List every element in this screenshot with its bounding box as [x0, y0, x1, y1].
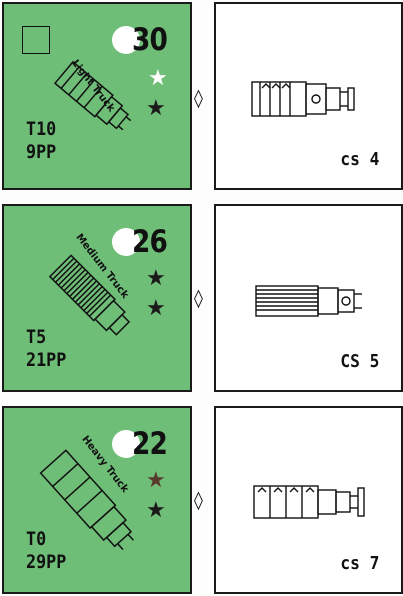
- medium-truck-counter-back[interactable]: CS 5: [214, 204, 403, 392]
- counter-code: T5: [26, 326, 47, 348]
- counter-code-block: T5 21PP: [26, 326, 66, 372]
- black-star-icon: ★: [146, 266, 166, 291]
- counter-code-block: T0 29PP: [26, 528, 66, 574]
- empty-square-box: [22, 26, 50, 54]
- counter-points: 29PP: [26, 551, 67, 573]
- back-cs-label: cs 7: [339, 553, 379, 574]
- counter-value: 22: [132, 426, 168, 462]
- light-truck-topdown-icon: [251, 81, 355, 117]
- brown-star-icon: ★: [146, 468, 166, 493]
- counter-points: 9PP: [26, 141, 57, 163]
- diamond-separator: ◊: [194, 288, 203, 309]
- heavy-truck-icon: [39, 449, 134, 551]
- counter-code-block: T10 9PP: [26, 118, 56, 164]
- counter-value: 30: [132, 22, 168, 58]
- moon-disc: [112, 26, 140, 54]
- heavy-truck-counter-front[interactable]: 22 Heavy Truck ★ ★ T0 29PP: [2, 406, 192, 594]
- diamond-separator: ◊: [194, 490, 203, 511]
- moon-disc: [112, 430, 140, 458]
- light-truck-counter-back[interactable]: cs 4: [214, 2, 403, 190]
- heavy-truck-counter-back[interactable]: cs 7: [214, 406, 403, 594]
- back-cs-label: CS 5: [339, 351, 379, 372]
- moon-disc: [112, 228, 140, 256]
- medium-truck-topdown-icon: [255, 285, 362, 317]
- heavy-truck-topdown-icon: [253, 485, 365, 519]
- back-cs-label: cs 4: [339, 149, 379, 170]
- black-star-icon: ★: [146, 498, 166, 523]
- counter-points: 21PP: [26, 349, 67, 371]
- medium-truck-icon: [48, 254, 131, 336]
- light-truck-counter-front[interactable]: 30 Light Truck ★ ★ T10 9PP: [2, 2, 192, 190]
- black-star-icon: ★: [146, 296, 166, 321]
- counter-code: T10: [26, 118, 57, 140]
- medium-truck-counter-front[interactable]: 26 Medium Truck ★ ★ T5 21PP: [2, 204, 192, 392]
- white-star-icon: ★: [148, 66, 168, 91]
- black-star-icon: ★: [146, 96, 166, 121]
- diamond-separator: ◊: [194, 88, 203, 109]
- light-truck-icon: [53, 60, 132, 131]
- counter-code: T0: [26, 528, 47, 550]
- counter-value: 26: [132, 224, 168, 260]
